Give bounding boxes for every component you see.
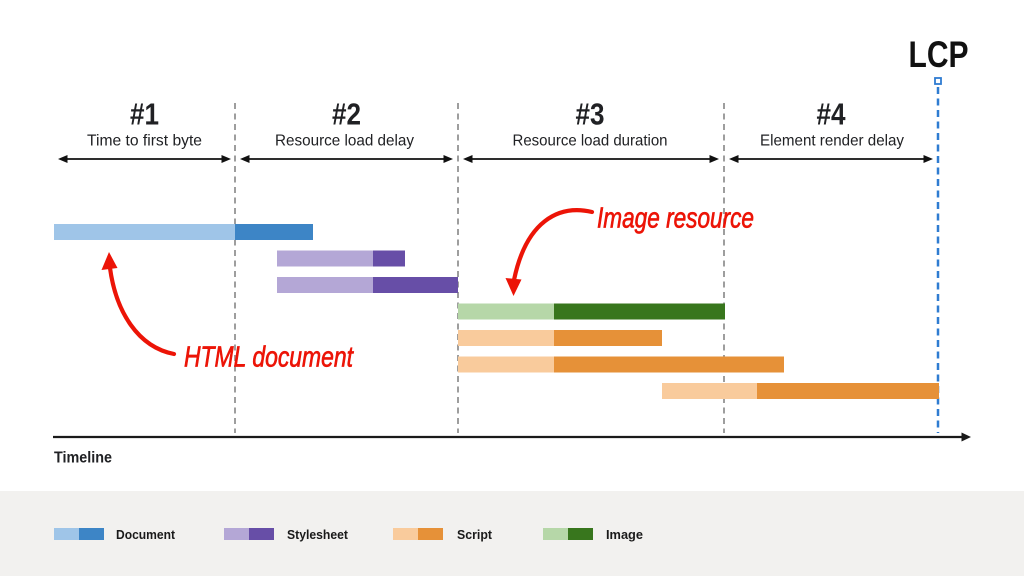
svg-text:HTML document: HTML document [184,342,355,374]
svg-text:Stylesheet: Stylesheet [287,527,349,542]
svg-text:Resource load duration: Resource load duration [513,133,668,150]
svg-text:Time to first byte: Time to first byte [87,133,202,150]
svg-text:Script: Script [457,527,493,542]
svg-text:Element render delay: Element render delay [760,133,904,150]
svg-text:Document: Document [116,527,176,542]
svg-text:Resource load delay: Resource load delay [275,133,414,150]
svg-text:#4: #4 [817,97,847,132]
svg-text:#3: #3 [576,97,605,132]
svg-text:Image resource: Image resource [597,203,754,235]
svg-text:LCP: LCP [909,34,969,75]
svg-text:Timeline: Timeline [54,450,112,467]
svg-text:#2: #2 [332,97,361,132]
svg-text:Image: Image [606,527,643,542]
svg-text:#1: #1 [130,97,159,132]
